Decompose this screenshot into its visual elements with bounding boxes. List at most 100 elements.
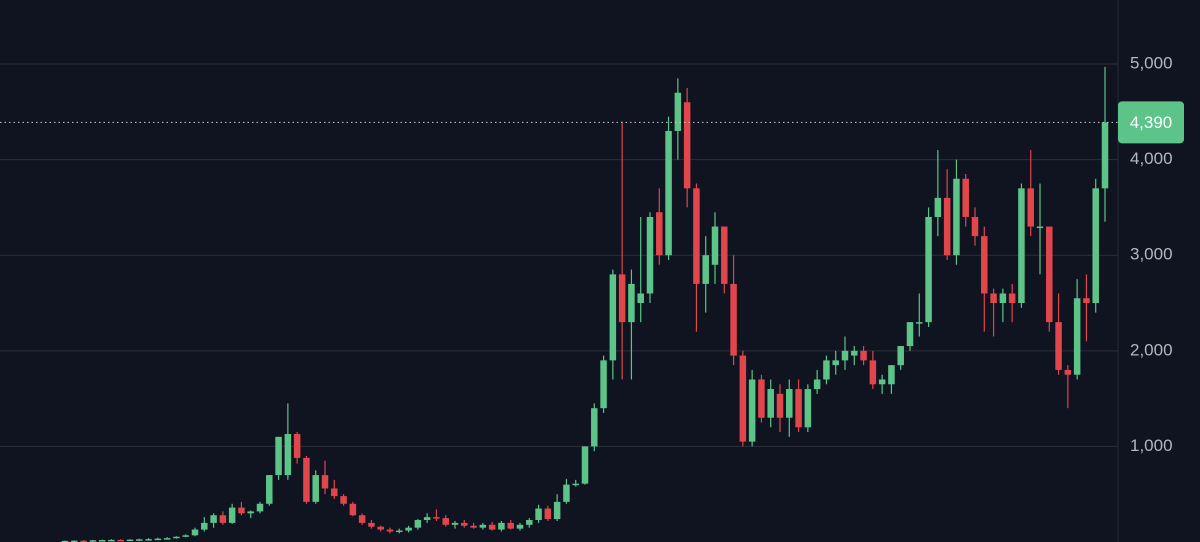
candle-body <box>795 389 802 428</box>
candle-body <box>1092 188 1099 304</box>
candle-body <box>358 515 366 523</box>
candle-body <box>925 216 932 323</box>
candle-body <box>191 529 199 536</box>
candle-body <box>786 389 793 418</box>
candle-body <box>572 483 579 486</box>
candle-body <box>888 365 895 385</box>
candle-body <box>526 520 533 525</box>
candle-body <box>377 526 384 530</box>
last-price-label: 4,390 <box>1130 113 1173 132</box>
candle-body <box>832 360 839 366</box>
candle-body <box>1008 293 1016 304</box>
candle-body <box>154 538 162 541</box>
candle-body <box>767 389 774 418</box>
candle-body <box>637 293 644 304</box>
candle-body <box>609 274 617 361</box>
candle-body <box>80 540 87 542</box>
candle-body <box>173 536 180 539</box>
candle-body <box>553 501 561 520</box>
candle-body <box>1073 298 1081 375</box>
candle-body <box>990 293 997 304</box>
candle-body <box>488 524 496 530</box>
candle-body <box>934 197 942 217</box>
candle-body <box>1055 322 1062 370</box>
candle-body <box>748 379 756 442</box>
candle-body <box>544 508 552 520</box>
candle-body <box>340 496 347 504</box>
candle-body <box>182 535 189 537</box>
candle-body <box>256 503 264 512</box>
candle-body <box>451 522 459 525</box>
candle-body <box>869 360 877 385</box>
candle-body <box>776 393 784 418</box>
candle-body <box>758 379 765 418</box>
candle-body <box>303 457 310 502</box>
candle-body <box>470 525 477 528</box>
candle-body <box>999 293 1007 304</box>
candle-body <box>1064 369 1072 375</box>
candle-body <box>396 530 403 533</box>
candle-body <box>916 322 923 324</box>
candle-body <box>1018 188 1025 304</box>
candle-body <box>219 515 227 523</box>
candle-body <box>61 540 69 542</box>
y-tick-label: 5,000 <box>1130 54 1173 73</box>
candle-body <box>1083 298 1090 304</box>
candle-body <box>943 197 951 256</box>
candle-body <box>293 433 301 458</box>
candle-body <box>414 520 422 528</box>
candle-body <box>563 484 570 502</box>
candle-body <box>591 408 598 447</box>
candle-body <box>516 524 524 529</box>
candle-body <box>498 522 505 530</box>
candle-body <box>321 475 329 489</box>
candle-body <box>163 538 171 540</box>
candle-body <box>108 539 115 542</box>
candle-body <box>331 488 338 497</box>
candle-body <box>238 507 245 514</box>
candle-body <box>860 350 867 361</box>
candle-body <box>266 475 273 504</box>
candle-body <box>228 507 236 523</box>
candle-body <box>201 522 208 530</box>
candle-body <box>674 92 682 131</box>
candle-body <box>878 379 886 385</box>
candle-body <box>386 529 394 532</box>
candle-body <box>730 283 737 356</box>
candle-body <box>1101 122 1109 189</box>
candle-body <box>721 226 728 284</box>
y-tick-label: 4,000 <box>1130 149 1173 168</box>
candle-body <box>507 522 514 529</box>
candle-body <box>210 515 217 523</box>
candle-body <box>618 274 626 323</box>
candle-body <box>71 540 78 542</box>
candle-body <box>368 522 375 527</box>
candle-body <box>117 539 124 542</box>
candle-body <box>646 216 654 294</box>
candle-body <box>906 322 914 347</box>
candle-body <box>284 433 292 476</box>
last-price-badge <box>1118 101 1184 144</box>
candle-body <box>145 539 152 541</box>
candle-body <box>312 475 319 502</box>
candle-body <box>656 212 663 256</box>
candle-body <box>823 360 830 380</box>
candle-body <box>711 226 719 265</box>
candle-body <box>851 350 858 356</box>
candle-body <box>1036 226 1044 229</box>
candle-body <box>628 283 635 323</box>
candle-body <box>739 355 747 442</box>
y-tick-label: 1,000 <box>1130 436 1173 455</box>
candle-body <box>981 236 988 294</box>
candle-body <box>665 130 672 256</box>
y-tick-label: 2,000 <box>1130 340 1173 359</box>
candle-body <box>804 389 812 428</box>
candle-body <box>581 446 589 484</box>
candle-body <box>897 346 904 366</box>
candle-body <box>479 524 487 528</box>
candle-body <box>126 539 134 542</box>
candle-body <box>971 216 979 237</box>
